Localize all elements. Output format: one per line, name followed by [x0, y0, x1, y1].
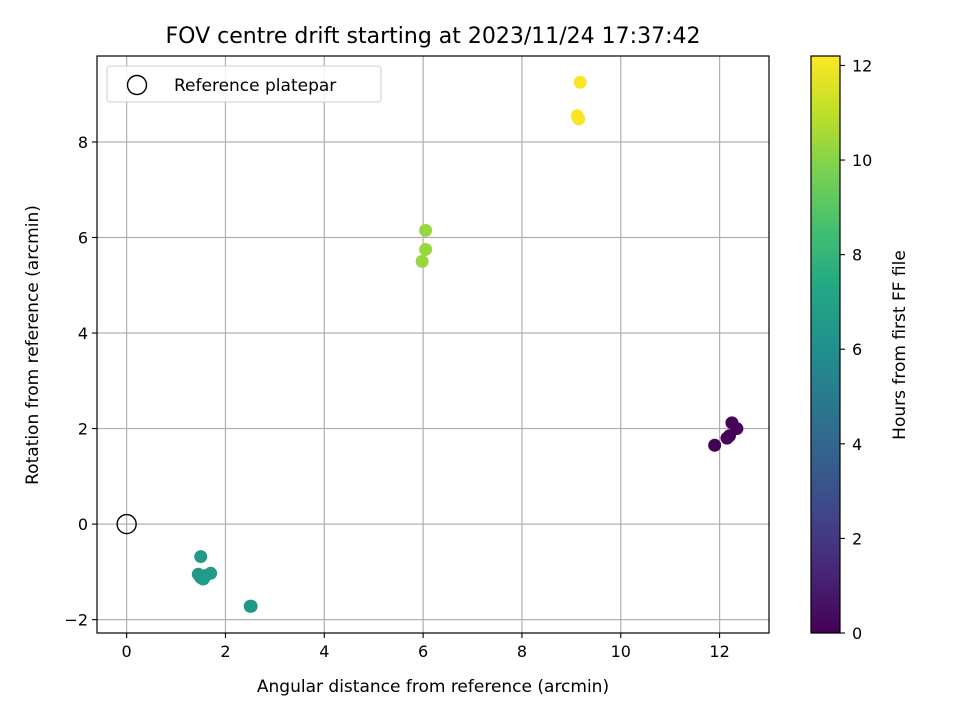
data-points [191, 75, 744, 613]
colorbar-tick-label: 12 [852, 56, 872, 75]
x-tick-label: 12 [709, 642, 729, 661]
y-tick-label: 4 [78, 324, 88, 343]
legend-box [106, 65, 382, 103]
colorbar-label: Hours from first FF file [890, 250, 910, 440]
colorbar-ticks: 0 2 4 6 8 10 12 [840, 56, 872, 643]
y-tick-label: −2 [64, 611, 88, 630]
grid-lines [97, 56, 769, 633]
x-tick-label: 4 [319, 642, 329, 661]
data-point [730, 422, 744, 436]
data-point [204, 566, 218, 580]
colorbar: 0 2 4 6 8 10 12 Hours from first FF file [810, 55, 910, 643]
colorbar-tick-label: 0 [852, 624, 862, 643]
data-point [573, 75, 587, 89]
legend: Reference platepar [106, 65, 382, 103]
colorbar-frame [810, 55, 841, 634]
y-axis-label: Rotation from reference (arcmin) [23, 205, 43, 485]
y-tick-label: 0 [78, 515, 88, 534]
data-point [244, 599, 258, 613]
y-axis-ticks: −2 0 2 4 6 8 [64, 133, 97, 630]
colorbar-tick-label: 6 [852, 340, 862, 359]
y-tick-label: 2 [78, 420, 88, 439]
y-tick-label: 8 [78, 133, 88, 152]
x-axis-ticks: 0 2 4 6 8 10 12 [122, 633, 730, 661]
x-tick-label: 0 [122, 642, 132, 661]
colorbar-tick-label: 8 [852, 246, 862, 265]
chart-title: FOV centre drift starting at 2023/11/24 … [166, 24, 701, 49]
colorbar-gradient [811, 56, 840, 633]
x-tick-label: 8 [517, 642, 527, 661]
legend-label-reference: Reference platepar [174, 76, 336, 96]
x-axis-label: Angular distance from reference (arcmin) [257, 677, 609, 697]
colorbar-tick-label: 4 [852, 435, 862, 454]
x-tick-label: 10 [611, 642, 631, 661]
reference-marker [116, 513, 137, 535]
legend-marker-reference [126, 74, 148, 96]
plot-frame [96, 55, 770, 634]
data-point [708, 438, 722, 452]
x-tick-label: 6 [418, 642, 428, 661]
data-point [419, 223, 433, 237]
colorbar-tick-label: 10 [852, 151, 872, 170]
x-tick-label: 2 [220, 642, 230, 661]
data-point [415, 254, 429, 268]
reference-platepar-point [116, 513, 137, 535]
data-point [419, 242, 433, 256]
colorbar-tick-label: 2 [852, 529, 862, 548]
data-point [572, 112, 586, 126]
data-point [194, 550, 208, 564]
y-tick-label: 6 [78, 229, 88, 248]
